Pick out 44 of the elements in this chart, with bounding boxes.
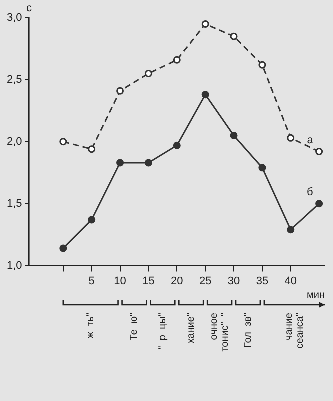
point xyxy=(316,148,324,156)
point xyxy=(144,70,152,78)
point xyxy=(258,61,266,69)
point xyxy=(287,134,295,142)
text: очное тонис" " xyxy=(209,312,232,352)
y-tick-label: 2,0 xyxy=(6,136,22,148)
y-axis-title: с xyxy=(26,2,33,15)
point xyxy=(60,138,68,146)
point xyxy=(173,142,181,150)
point xyxy=(60,244,68,252)
x-tick-label: 25 xyxy=(199,275,212,288)
point xyxy=(202,20,210,28)
point xyxy=(202,91,210,99)
x-tick-label: 35 xyxy=(256,275,269,288)
x-tick-label: 15 xyxy=(142,275,155,288)
y-tick-label: 1,0 xyxy=(6,260,22,272)
point xyxy=(88,216,96,224)
y-tick-label: 2,5 xyxy=(6,74,22,86)
point xyxy=(230,32,238,40)
point xyxy=(316,200,324,208)
x-axis-title: мин xyxy=(307,290,325,301)
y-tick-label: 3,0 xyxy=(6,12,22,24)
text: ж ть" xyxy=(86,312,97,339)
text: Гол зв" xyxy=(242,312,254,348)
point xyxy=(173,56,181,64)
y-tick-label: 1,5 xyxy=(6,198,22,210)
point xyxy=(287,226,295,234)
text: хание" xyxy=(186,312,198,344)
x-tick-label: 20 xyxy=(171,275,184,288)
point xyxy=(258,164,266,172)
x-tick-label: 30 xyxy=(228,275,240,288)
x-tick-label: 10 xyxy=(114,275,126,288)
point xyxy=(230,132,238,140)
text: Те ю" xyxy=(129,312,140,341)
point xyxy=(88,146,96,154)
series-label: б xyxy=(307,186,314,198)
text: " р цы" xyxy=(158,312,169,350)
point xyxy=(144,159,152,167)
point xyxy=(116,159,124,167)
text: чание сеанса" xyxy=(284,312,306,349)
x-tick-label: 40 xyxy=(284,275,298,288)
x-tick-label: 5 xyxy=(88,275,95,288)
series-label: а xyxy=(307,134,314,146)
point xyxy=(116,87,124,95)
